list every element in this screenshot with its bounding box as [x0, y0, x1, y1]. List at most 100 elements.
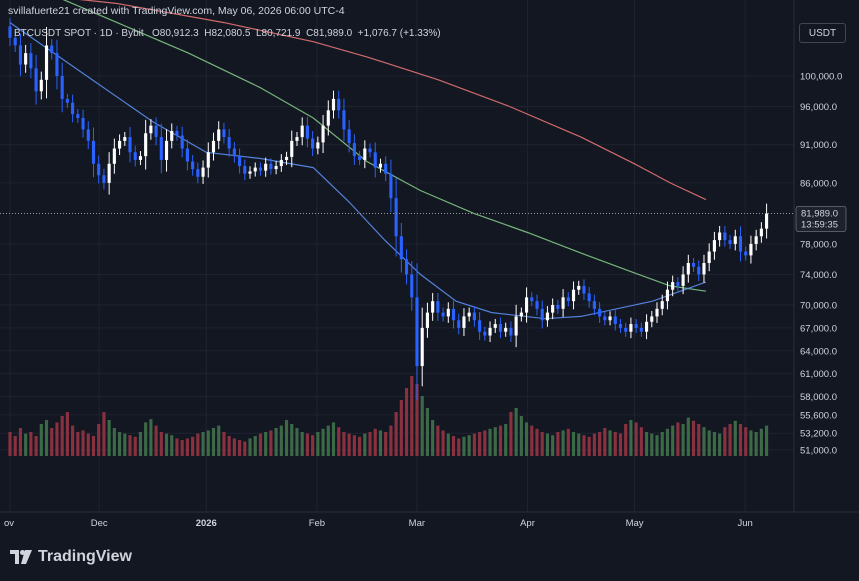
volume-bar — [264, 432, 268, 456]
volume-bar — [655, 435, 659, 456]
volume-bar — [34, 436, 38, 456]
candle-body — [300, 125, 304, 138]
candle-body — [337, 98, 341, 111]
volume-bar — [399, 400, 403, 456]
volume-bar — [712, 432, 716, 456]
currency-button[interactable]: USDT — [799, 23, 846, 43]
symbol-name[interactable]: BTCUSDT SPOT · 1D · Bybit — [14, 28, 144, 39]
volume-bar — [436, 425, 440, 456]
candle-body — [655, 308, 659, 317]
volume-bar — [519, 416, 523, 456]
volume-bar — [749, 430, 753, 456]
volume-bar — [384, 432, 388, 456]
candle-body — [206, 152, 210, 168]
volume-bar — [295, 428, 299, 456]
candle-body — [112, 148, 116, 164]
volume-bar — [211, 428, 216, 456]
candle-body — [420, 327, 424, 367]
tradingview-logo[interactable]: TradingView — [10, 548, 132, 566]
footer — [0, 540, 859, 581]
candle-body — [462, 316, 466, 328]
candle-body — [8, 26, 12, 38]
volume-bars — [8, 376, 769, 456]
candle-body — [478, 320, 482, 332]
volume-bar — [493, 427, 497, 456]
candle-body — [34, 68, 38, 92]
volume-bar — [415, 384, 419, 456]
candle-body — [681, 274, 685, 286]
volume-bar — [164, 433, 169, 456]
candle-body — [639, 327, 643, 332]
candle-body — [399, 236, 403, 260]
volume-bar — [326, 425, 330, 456]
price-tick-label: 86,000.0 — [800, 178, 837, 189]
volume-bar — [410, 376, 414, 456]
volume-bar — [284, 420, 289, 456]
candle-body — [634, 324, 638, 328]
candle-body — [702, 263, 706, 275]
volume-bar — [76, 432, 80, 456]
price-tick-label: 70,000.0 — [800, 300, 837, 311]
volume-bar — [738, 424, 743, 456]
volume-bar — [618, 433, 623, 456]
volume-bar — [676, 422, 680, 456]
moving-average-line — [62, 0, 706, 292]
candle-body — [347, 129, 351, 144]
candle-body — [232, 148, 236, 157]
candle-body — [410, 274, 414, 298]
volume-bar — [206, 430, 210, 456]
volume-bar — [462, 436, 466, 456]
candle-body — [582, 285, 586, 294]
candle-body — [488, 327, 492, 336]
time-tick-label: May — [626, 518, 644, 529]
candle-body — [39, 79, 43, 92]
candle-body — [587, 293, 591, 302]
volume-bar — [243, 441, 247, 456]
candle-body — [81, 117, 85, 130]
volume-bar — [431, 420, 435, 456]
volume-bar — [248, 438, 252, 456]
time-tick-label: Feb — [309, 518, 325, 529]
candle-body — [765, 213, 769, 229]
volume-bar — [634, 422, 638, 456]
candle-body — [44, 45, 49, 80]
candle-body — [133, 152, 137, 160]
candlestick-chart[interactable]: 100,000.0 96,000.0 91,000.0 86,000.0 78,000.… — [0, 0, 859, 540]
volume-bar — [665, 428, 670, 456]
candle-body — [441, 312, 445, 317]
candle-body — [472, 312, 476, 321]
volume-bar — [337, 427, 341, 456]
volume-bar — [232, 438, 236, 456]
candle-body — [170, 130, 174, 141]
symbol-legend[interactable]: BTCUSDT SPOT · 1D · Bybit O80,912.3 H82,… — [14, 28, 441, 39]
volume-bar — [175, 438, 179, 456]
volume-bar — [660, 432, 664, 456]
candle-body — [384, 163, 388, 174]
volume-bar — [733, 420, 737, 456]
volume-bar — [71, 425, 75, 456]
candle-body — [749, 243, 753, 256]
volume-bar — [514, 408, 518, 456]
price-tick-label: 78,000.0 — [800, 239, 837, 250]
candle-body — [425, 312, 429, 328]
candle-body — [373, 152, 377, 168]
candle-body — [551, 304, 555, 313]
candle-body — [483, 331, 487, 336]
volume-bar — [300, 432, 304, 456]
candle-body — [217, 129, 221, 141]
candle-body — [629, 324, 633, 332]
volume-bar — [269, 430, 273, 456]
volume-bar — [556, 432, 560, 456]
volume-bar — [420, 396, 424, 456]
candle-body — [264, 163, 268, 171]
volume-bar — [639, 427, 643, 456]
candle-body — [238, 156, 242, 167]
volume-bar — [112, 428, 116, 456]
candle-body — [243, 166, 247, 174]
time-tick-label: Mar — [409, 518, 425, 529]
volume-bar — [535, 428, 539, 456]
price-tick-label: 51,000.0 — [800, 446, 837, 457]
time-tick-label: 2026 — [196, 518, 217, 529]
volume-bar — [389, 425, 393, 456]
candle-body — [728, 240, 732, 244]
